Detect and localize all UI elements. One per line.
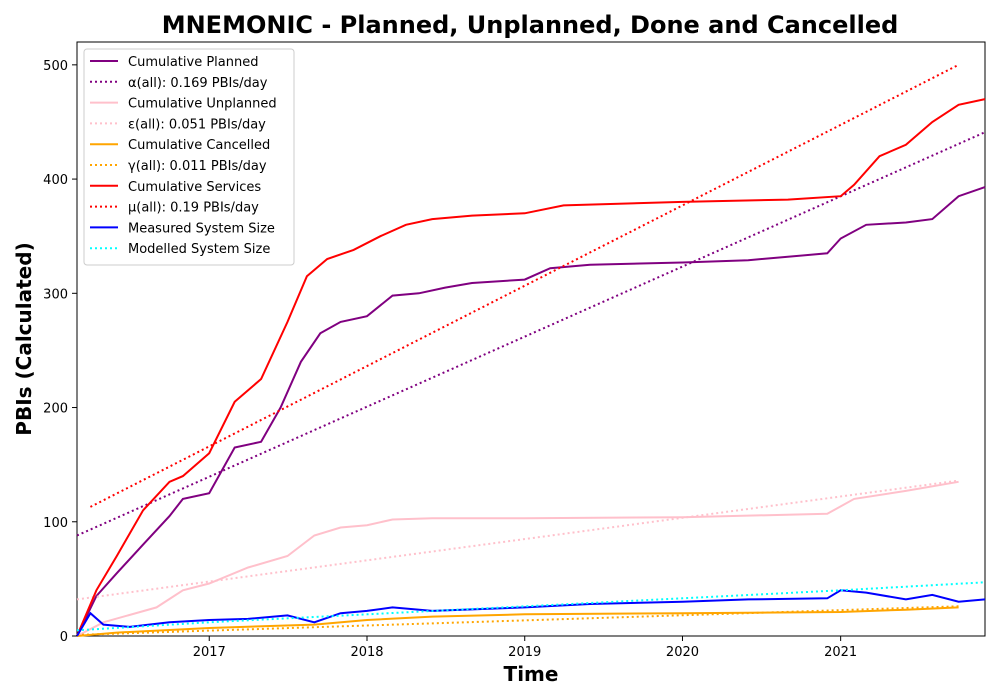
x-tick-label: 2021	[824, 645, 857, 660]
series-line-all-0-051-pbis-day	[76, 479, 959, 601]
series-line-all-0-19-pbis-day	[89, 63, 960, 508]
series-line-cumulative-services	[76, 98, 986, 637]
legend-box	[83, 48, 295, 266]
x-axis: 2017 2018 2019 2020 2021	[193, 636, 857, 660]
legend-label-cumulative-planned: Cumulative Planned	[128, 55, 258, 70]
y-tick-label: 0	[60, 630, 68, 645]
x-tick-label: 2018	[350, 645, 383, 660]
y-tick-label: 400	[43, 173, 68, 188]
legend-label-cumulative-services: Cumulative Services	[128, 180, 261, 195]
y-axis: 0 100 200 300 400 500	[43, 59, 77, 645]
series-line-measured-system-size	[76, 589, 986, 637]
legend-label-all-0-051-pbis-day: ε(all): 0.051 PBIs/day	[128, 117, 266, 132]
legend-label-all-0-011-pbis-day: γ(all): 0.011 PBIs/day	[128, 159, 267, 174]
legend-label-modelled-system-size: Modelled System Size	[128, 242, 270, 257]
series-line-all-0-011-pbis-day	[76, 605, 959, 636]
x-tick-label: 2017	[193, 645, 226, 660]
x-tick-label: 2020	[666, 645, 699, 660]
series-line-all-0-169-pbis-day	[76, 131, 986, 537]
y-axis-label: PBIs (Calculated)	[12, 242, 36, 435]
legend-label-all-0-19-pbis-day: μ(all): 0.19 PBIs/day	[128, 201, 259, 216]
x-axis-label: Time	[504, 662, 559, 686]
legend: Cumulative Planned α(all): 0.169 PBIs/day…	[83, 48, 295, 266]
series-line-cumulative-planned	[76, 186, 986, 637]
series-layer	[76, 63, 986, 637]
chart-title: MNEMONIC - Planned, Unplanned, Done and …	[162, 11, 899, 39]
legend-label-cumulative-unplanned: Cumulative Unplanned	[128, 97, 277, 112]
series-line-cumulative-cancelled	[76, 606, 959, 637]
series-line-cumulative-unplanned	[76, 480, 959, 637]
x-tick-label: 2019	[508, 645, 541, 660]
legend-label-cumulative-cancelled: Cumulative Cancelled	[128, 138, 270, 153]
y-tick-label: 100	[43, 516, 68, 531]
legend-label-measured-system-size: Measured System Size	[128, 221, 275, 236]
y-tick-label: 200	[43, 402, 68, 417]
y-tick-label: 300	[43, 287, 68, 302]
y-tick-label: 500	[43, 59, 68, 74]
legend-label-all-0-169-pbis-day: α(all): 0.169 PBIs/day	[128, 76, 268, 91]
